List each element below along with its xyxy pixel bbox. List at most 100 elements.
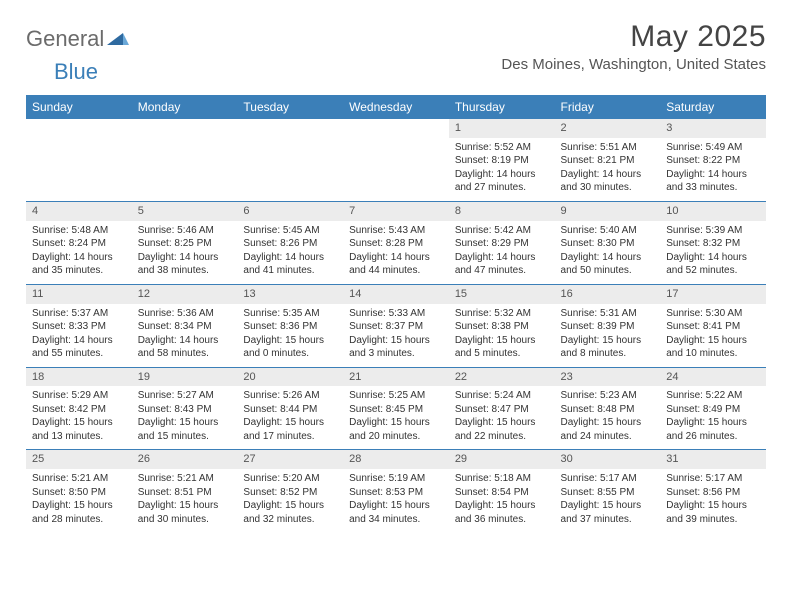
weekday-header: Tuesday [237,95,343,119]
sunrise-text: Sunrise: 5:32 AM [455,307,549,321]
sunrise-text: Sunrise: 5:17 AM [666,472,760,486]
day-number: 4 [26,202,132,221]
sunrise-text: Sunrise: 5:43 AM [349,224,443,238]
day-number: 27 [237,450,343,469]
calendar-day-cell: 24 Sunrise: 5:22 AMSunset: 8:49 PMDayligh… [660,367,766,450]
sunrise-text: Sunrise: 5:52 AM [455,141,549,155]
sunset-text: Sunset: 8:30 PM [561,237,655,251]
calendar-day-cell: 22Sunrise: 5:24 AMSunset: 8:47 PMDayligh… [449,367,555,450]
day-details: Sunrise: 5:51 AMSunset: 8:21 PMDaylight:… [561,141,655,195]
brand-general: General [26,26,104,52]
daylight-text: Daylight: 15 hours and 34 minutes. [349,499,443,526]
day-number: 12 [132,285,238,304]
day-number: 18 [26,368,132,387]
sunrise-text: Sunrise: 5:33 AM [349,307,443,321]
day-number: 19 [132,368,238,387]
day-number: 3 [660,119,766,138]
day-number: 30 [555,450,661,469]
day-number: 21 [343,368,449,387]
sunrise-text: Sunrise: 5:30 AM [666,307,760,321]
sunset-text: Sunset: 8:56 PM [666,486,760,500]
month-title: May 2025 [501,20,766,54]
calendar-day-cell: 17Sunrise: 5:30 AMSunset: 8:41 PMDayligh… [660,284,766,367]
day-number: 11 [26,285,132,304]
day-details: Sunrise: 5:18 AMSunset: 8:54 PMDaylight:… [455,472,549,526]
day-number: 15 [449,285,555,304]
calendar-day-cell: 28Sunrise: 5:19 AMSunset: 8:53 PMDayligh… [343,450,449,532]
calendar-day-cell: 25Sunrise: 5:21 AMSunset: 8:50 PMDayligh… [26,450,132,532]
day-details: Sunrise: 5:24 AMSunset: 8:47 PMDaylight:… [455,389,549,443]
day-number: 24 [660,368,766,387]
sunrise-text: Sunrise: 5:36 AM [138,307,232,321]
sunrise-text: Sunrise: 5:21 AM [138,472,232,486]
day-number: 13 [237,285,343,304]
sunrise-text: Sunrise: 5:21 AM [32,472,126,486]
daylight-text: Daylight: 15 hours and 24 minutes. [561,416,655,443]
day-details: Sunrise: 5:30 AMSunset: 8:41 PMDaylight:… [666,307,760,361]
daylight-text: Daylight: 15 hours and 32 minutes. [243,499,337,526]
sunrise-text: Sunrise: 5:29 AM [32,389,126,403]
sunrise-text: Sunrise: 5:18 AM [455,472,549,486]
sunset-text: Sunset: 8:52 PM [243,486,337,500]
calendar-day-cell: 1Sunrise: 5:52 AMSunset: 8:19 PMDaylight… [449,119,555,201]
day-number: 8 [449,202,555,221]
day-number: 5 [132,202,238,221]
sunrise-text: Sunrise: 5:24 AM [455,389,549,403]
sunrise-text: Sunrise: 5:37 AM [32,307,126,321]
sunset-text: Sunset: 8:51 PM [138,486,232,500]
daylight-text: Daylight: 15 hours and 5 minutes. [455,334,549,361]
daylight-text: Daylight: 15 hours and 13 minutes. [32,416,126,443]
sunrise-text: Sunrise: 5:42 AM [455,224,549,238]
day-details: Sunrise: 5:33 AMSunset: 8:37 PMDaylight:… [349,307,443,361]
sunset-text: Sunset: 8:38 PM [455,320,549,334]
calendar-day-cell: 14Sunrise: 5:33 AMSunset: 8:37 PMDayligh… [343,284,449,367]
calendar-week-row: 4 Sunrise: 5:48 AMSunset: 8:24 PMDaylight… [26,201,766,284]
calendar-day-cell: 6Sunrise: 5:45 AMSunset: 8:26 PMDaylight… [237,201,343,284]
daylight-text: Daylight: 15 hours and 22 minutes. [455,416,549,443]
day-details: Sunrise: 5:40 AMSunset: 8:30 PMDaylight:… [561,224,655,278]
title-block: May 2025 Des Moines, Washington, United … [501,20,766,73]
day-details: Sunrise: 5:42 AMSunset: 8:29 PMDaylight:… [455,224,549,278]
day-details: Sunrise: 5:52 AMSunset: 8:19 PMDaylight:… [455,141,549,195]
day-details: Sunrise: 5:22 AMSunset: 8:49 PMDaylight:… [666,389,760,443]
day-details: Sunrise: 5:49 AMSunset: 8:22 PMDaylight:… [666,141,760,195]
daylight-text: Daylight: 14 hours and 30 minutes. [561,168,655,195]
day-details: Sunrise: 5:43 AMSunset: 8:28 PMDaylight:… [349,224,443,278]
day-details: Sunrise: 5:32 AMSunset: 8:38 PMDaylight:… [455,307,549,361]
weekday-header: Sunday [26,95,132,119]
day-details: Sunrise: 5:29 AMSunset: 8:42 PMDaylight:… [32,389,126,443]
day-details: Sunrise: 5:39 AMSunset: 8:32 PMDaylight:… [666,224,760,278]
sunrise-text: Sunrise: 5:26 AM [243,389,337,403]
daylight-text: Daylight: 15 hours and 26 minutes. [666,416,760,443]
sunset-text: Sunset: 8:29 PM [455,237,549,251]
day-details: Sunrise: 5:27 AMSunset: 8:43 PMDaylight:… [138,389,232,443]
daylight-text: Daylight: 14 hours and 52 minutes. [666,251,760,278]
brand-logo: General [26,26,131,52]
day-details: Sunrise: 5:23 AMSunset: 8:48 PMDaylight:… [561,389,655,443]
calendar-day-cell: 27Sunrise: 5:20 AMSunset: 8:52 PMDayligh… [237,450,343,532]
sunrise-text: Sunrise: 5:19 AM [349,472,443,486]
sunset-text: Sunset: 8:41 PM [666,320,760,334]
weekday-header: Monday [132,95,238,119]
calendar-day-cell: 8 Sunrise: 5:42 AMSunset: 8:29 PMDaylight… [449,201,555,284]
daylight-text: Daylight: 14 hours and 47 minutes. [455,251,549,278]
day-number: 28 [343,450,449,469]
daylight-text: Daylight: 15 hours and 36 minutes. [455,499,549,526]
daylight-text: Daylight: 14 hours and 55 minutes. [32,334,126,361]
calendar-day-cell: 12Sunrise: 5:36 AMSunset: 8:34 PMDayligh… [132,284,238,367]
calendar-day-cell: 26Sunrise: 5:21 AMSunset: 8:51 PMDayligh… [132,450,238,532]
daylight-text: Daylight: 14 hours and 50 minutes. [561,251,655,278]
brand-triangle-icon [107,29,129,50]
calendar-day-cell [237,119,343,201]
weekday-header: Saturday [660,95,766,119]
daylight-text: Daylight: 14 hours and 33 minutes. [666,168,760,195]
daylight-text: Daylight: 15 hours and 10 minutes. [666,334,760,361]
calendar-day-cell: 13Sunrise: 5:35 AMSunset: 8:36 PMDayligh… [237,284,343,367]
daylight-text: Daylight: 15 hours and 37 minutes. [561,499,655,526]
calendar-day-cell [343,119,449,201]
calendar-header-row: Sunday Monday Tuesday Wednesday Thursday… [26,95,766,119]
sunrise-text: Sunrise: 5:40 AM [561,224,655,238]
calendar-day-cell: 29Sunrise: 5:18 AMSunset: 8:54 PMDayligh… [449,450,555,532]
brand-blue: Blue [54,59,98,85]
day-details: Sunrise: 5:48 AMSunset: 8:24 PMDaylight:… [32,224,126,278]
